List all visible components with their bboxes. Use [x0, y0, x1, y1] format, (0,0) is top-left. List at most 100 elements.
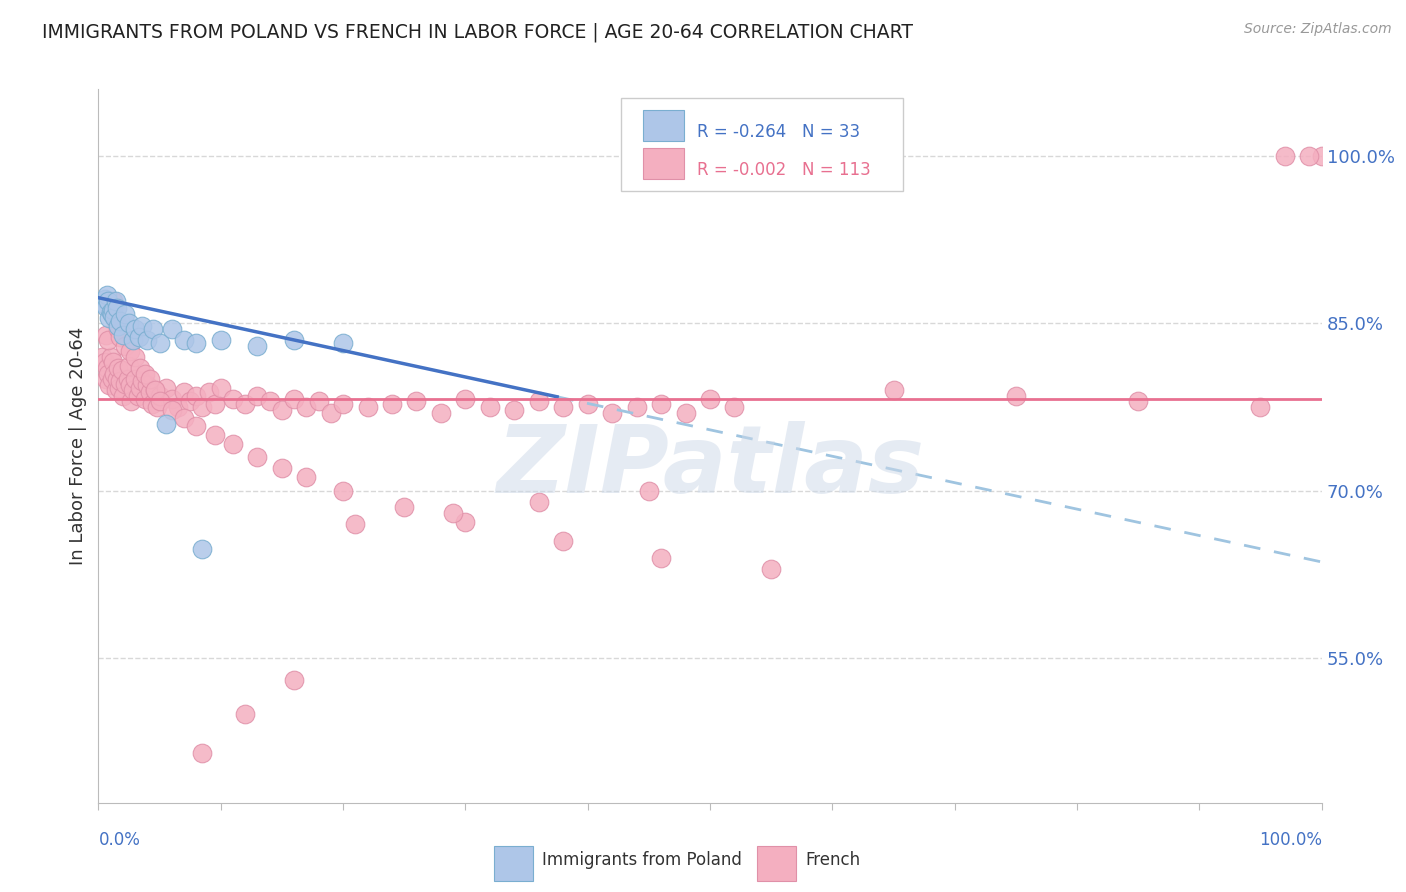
Point	[319, 406, 342, 420]
Point	[186, 389, 208, 403]
Point	[173, 385, 195, 400]
Point	[149, 336, 172, 351]
Point	[246, 389, 269, 403]
Point	[160, 392, 183, 407]
Point	[105, 301, 128, 315]
Point	[626, 400, 648, 414]
Point	[120, 377, 142, 392]
Point	[191, 541, 214, 556]
Point	[136, 333, 159, 347]
Point	[283, 333, 305, 347]
Point	[179, 394, 201, 409]
FancyBboxPatch shape	[643, 110, 685, 141]
Point	[430, 406, 453, 420]
Point	[186, 336, 208, 351]
Text: Immigrants from Poland: Immigrants from Poland	[543, 851, 742, 869]
Point	[129, 381, 152, 395]
Text: ZIPatlas: ZIPatlas	[496, 421, 924, 514]
Point	[143, 384, 166, 398]
Point	[553, 533, 575, 548]
Point	[91, 296, 114, 310]
Point	[127, 389, 149, 403]
Point	[114, 339, 136, 353]
Point	[381, 397, 404, 411]
Point	[160, 403, 183, 417]
Point	[114, 376, 136, 391]
Point	[111, 389, 134, 403]
Point	[191, 746, 214, 760]
Point	[110, 330, 132, 344]
Point	[104, 384, 127, 398]
Point	[186, 419, 208, 434]
Point	[124, 372, 146, 386]
Point	[105, 372, 128, 386]
Point	[97, 294, 120, 309]
Point	[108, 381, 131, 395]
Point	[103, 310, 125, 324]
Point	[204, 397, 226, 411]
Point	[441, 506, 464, 520]
Point	[209, 381, 232, 395]
Point	[141, 397, 163, 411]
Point	[638, 483, 661, 498]
Point	[283, 673, 305, 688]
Point	[129, 361, 152, 376]
Point	[93, 355, 115, 369]
Point	[246, 339, 269, 353]
FancyBboxPatch shape	[620, 98, 903, 191]
Point	[124, 350, 146, 364]
Point	[233, 706, 256, 721]
Point	[332, 397, 354, 411]
Point	[100, 305, 122, 319]
Point	[173, 333, 195, 347]
Point	[120, 394, 142, 409]
Point	[222, 437, 245, 451]
Point	[222, 392, 245, 407]
Point	[101, 303, 124, 318]
Point	[104, 294, 127, 309]
Text: French: French	[806, 851, 860, 869]
Text: 100.0%: 100.0%	[1258, 830, 1322, 848]
Point	[136, 377, 159, 392]
Point	[191, 400, 214, 414]
Point	[1004, 389, 1026, 403]
Point	[1249, 400, 1271, 414]
Point	[332, 483, 354, 498]
Point	[392, 500, 416, 515]
Point	[91, 350, 114, 364]
Point	[1310, 149, 1333, 163]
Point	[117, 372, 139, 386]
Point	[405, 394, 427, 409]
Point	[160, 322, 183, 336]
Point	[197, 385, 219, 400]
Point	[155, 417, 177, 431]
Point	[101, 372, 124, 386]
Point	[246, 450, 269, 465]
Point	[110, 375, 132, 389]
Point	[98, 310, 121, 325]
Point	[1274, 149, 1296, 163]
Point	[233, 397, 256, 411]
Text: R = -0.264   N = 33: R = -0.264 N = 33	[696, 123, 859, 141]
Point	[114, 308, 136, 322]
Point	[270, 403, 294, 417]
Point	[110, 314, 132, 328]
Point	[139, 372, 162, 386]
Point	[139, 385, 162, 400]
Y-axis label: In Labor Force | Age 20-64: In Labor Force | Age 20-64	[69, 326, 87, 566]
Point	[131, 375, 153, 389]
Point	[97, 333, 120, 347]
Point	[600, 406, 623, 420]
Point	[356, 400, 378, 414]
Point	[101, 355, 124, 369]
Point	[149, 394, 172, 409]
Point	[107, 322, 129, 336]
Point	[155, 381, 177, 395]
Point	[1128, 394, 1150, 409]
Point	[101, 294, 124, 309]
Point	[101, 308, 124, 322]
Point	[204, 428, 226, 442]
Point	[295, 470, 318, 484]
Point	[454, 515, 477, 529]
Point	[93, 292, 115, 306]
